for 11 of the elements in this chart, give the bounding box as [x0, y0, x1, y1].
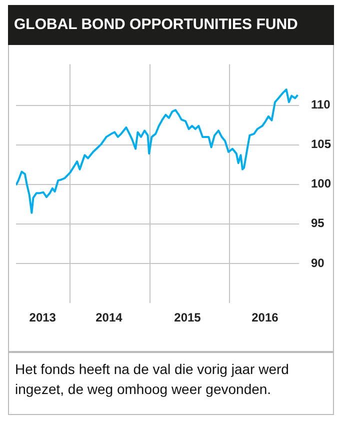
y-tick-label: 105 — [311, 137, 332, 152]
chart-title: GLOBAL BOND OPPORTUNITIES FUND — [8, 5, 334, 45]
x-tick-label: 2016 — [252, 310, 279, 325]
x-tick-label: 2014 — [96, 310, 123, 325]
x-tick-label: 2015 — [174, 310, 202, 325]
y-tick-label: 95 — [311, 216, 325, 230]
y-tick-label: 90 — [311, 256, 325, 270]
y-tick-label: 100 — [311, 176, 332, 191]
text: Het fonds heeft na de val die vorig jaar werd ingezet, de weg omhoog weer gevonden. — [15, 360, 290, 399]
x-tick-label: 2013 — [29, 310, 56, 325]
y-tick-label: 110 — [311, 98, 331, 112]
